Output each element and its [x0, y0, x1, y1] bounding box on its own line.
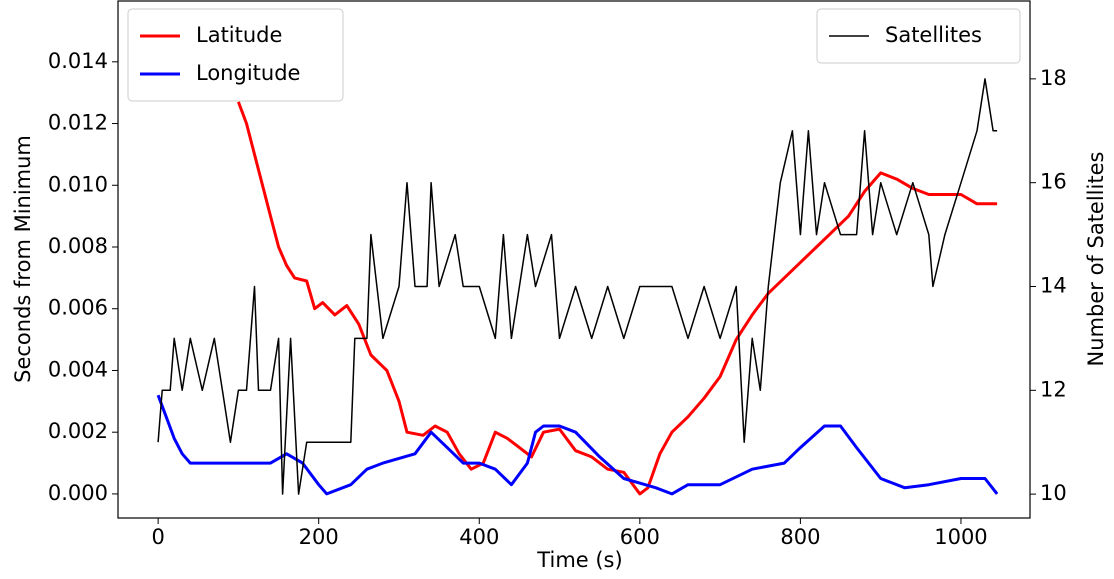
- y-tick-label: 0.006: [48, 296, 108, 320]
- y-tick-label: 0.002: [48, 419, 108, 443]
- legend-box: [127, 8, 344, 102]
- x-tick-label: 1000: [934, 525, 987, 549]
- x-tick-label: 400: [459, 525, 499, 549]
- y2-tick-label: 14: [1040, 273, 1067, 297]
- data-line: [156, 394, 999, 496]
- data-line: [157, 78, 998, 495]
- x-tick-label: 200: [299, 525, 339, 549]
- x-axis-label: Time (s): [536, 548, 622, 572]
- plot-frame: [117, 0, 1031, 519]
- y-tick-label: 0.012: [48, 111, 108, 135]
- legend-label: Satellites: [885, 23, 982, 47]
- y2-tick-label: 16: [1040, 170, 1067, 194]
- y-tick-label: 0.000: [48, 481, 108, 505]
- y-axis-label: Seconds from Minimum: [11, 135, 35, 383]
- x-tick-label: 600: [620, 525, 660, 549]
- data-line: [236, 101, 998, 496]
- y2-axis-label: Number of Satellites: [1084, 152, 1108, 367]
- y-tick-label: 0.004: [48, 357, 108, 381]
- x-tick-label: 0: [151, 525, 164, 549]
- legend-label: Longitude: [196, 61, 300, 85]
- y-tick-label: 0.008: [48, 234, 108, 258]
- legend-box: [816, 8, 1021, 64]
- y2-tick-label: 18: [1040, 66, 1067, 90]
- x-tick-label: 800: [780, 525, 820, 549]
- y-tick-label: 0.014: [48, 49, 108, 73]
- y2-tick-label: 10: [1040, 481, 1067, 505]
- y2-tick-label: 12: [1040, 377, 1067, 401]
- y-tick-label: 0.010: [48, 172, 108, 196]
- legend-label: Latitude: [196, 23, 282, 47]
